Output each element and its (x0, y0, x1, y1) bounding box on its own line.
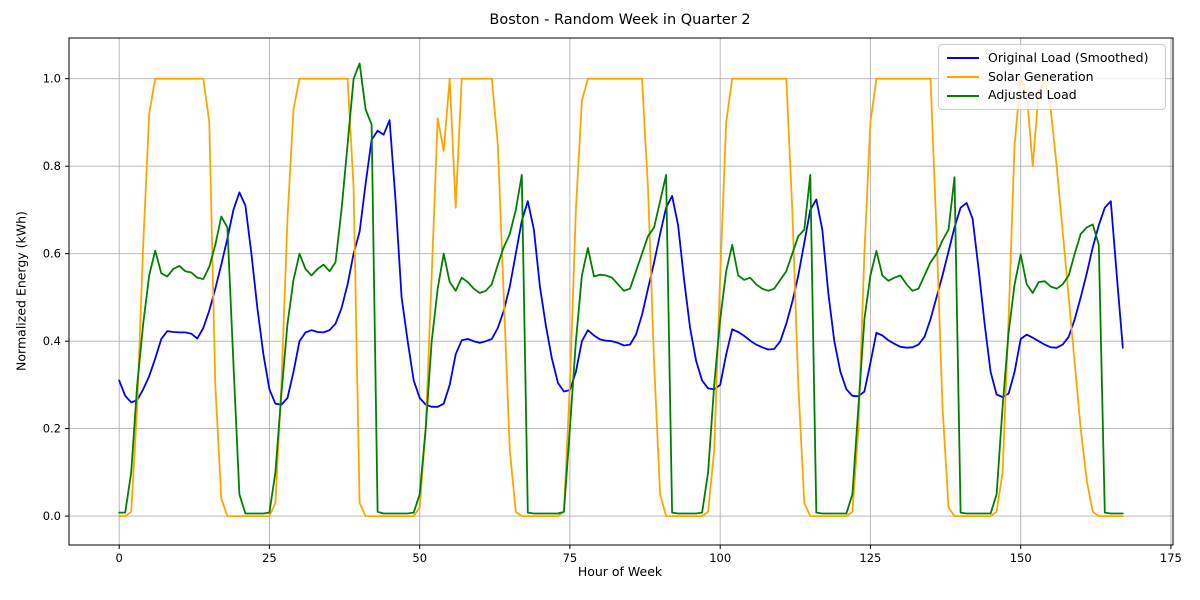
legend-line-original-load-icon (947, 57, 979, 60)
y-tick-label: 0.4 (43, 334, 61, 348)
series-line-adjusted-load (118, 62, 1124, 515)
series-line-solar-generation (118, 77, 1124, 517)
x-tick-label: 25 (262, 551, 277, 565)
legend-label-adjusted-load: Adjusted Load (988, 87, 1077, 103)
legend-item: Adjusted Load (947, 86, 1157, 105)
axes-spines (68, 37, 1174, 546)
x-tick-label: 150 (1010, 551, 1032, 565)
x-tick-label: 100 (709, 551, 731, 565)
x-tick-label: 125 (859, 551, 881, 565)
legend-item: Solar Generation (947, 68, 1157, 87)
y-axis-label: Normalized Energy (kWh) (13, 211, 29, 371)
y-tick-label: 0.2 (43, 422, 61, 436)
y-tick-label: 1.0 (43, 72, 61, 86)
legend: Original Load (Smoothed) Solar Generatio… (938, 44, 1166, 110)
legend-line-adjusted-load-icon (947, 94, 979, 97)
x-tick-label: 0 (116, 551, 123, 565)
legend-label-original-load: Original Load (Smoothed) (988, 50, 1149, 66)
x-tick-label: 75 (563, 551, 578, 565)
y-tick-label: 0.0 (43, 509, 61, 523)
x-axis-label: Hour of Week (577, 564, 663, 579)
legend-line-solar-generation-icon (947, 76, 979, 78)
y-tick-label: 0.6 (43, 247, 61, 261)
chart-title: Boston - Random Week in Quarter 2 (489, 12, 751, 28)
x-tick-label: 50 (412, 551, 427, 565)
y-tick-label: 0.8 (43, 159, 61, 173)
legend-label-solar-generation: Solar Generation (988, 68, 1094, 84)
x-tick-label: 175 (1160, 551, 1182, 565)
legend-item: Original Load (Smoothed) (947, 49, 1157, 68)
